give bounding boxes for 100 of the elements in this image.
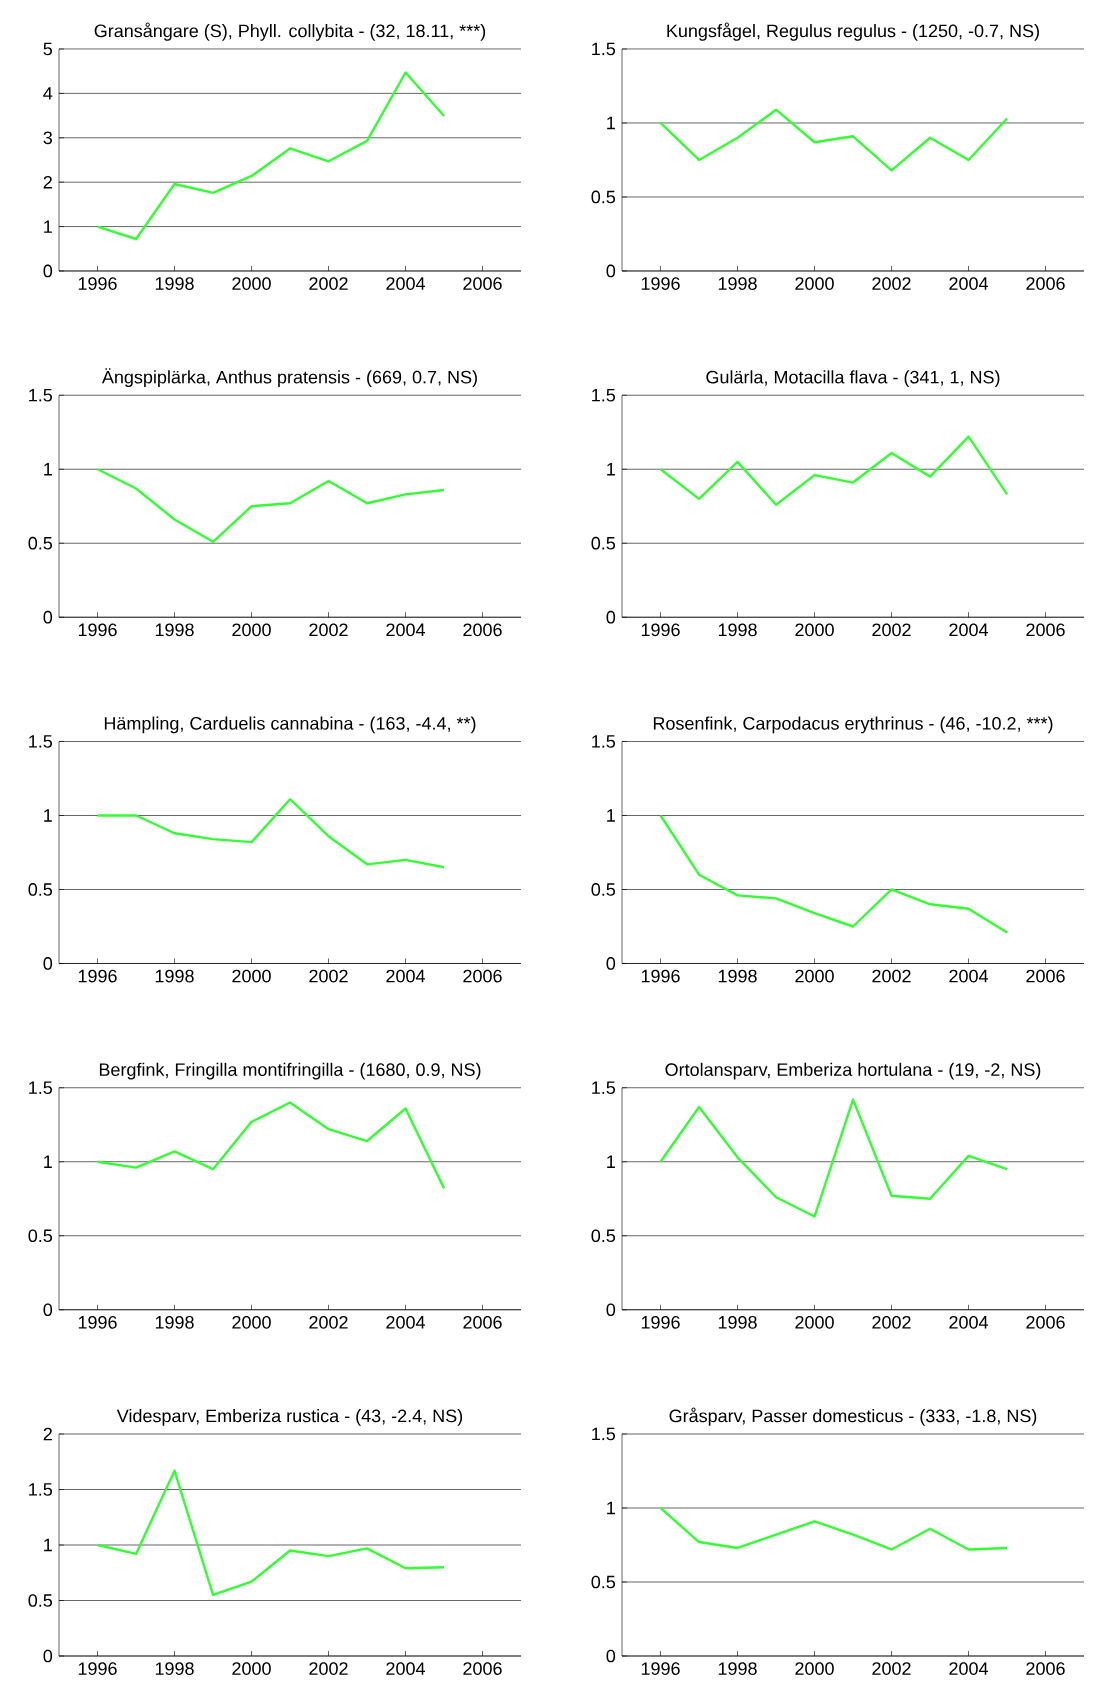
line-series bbox=[659, 435, 1009, 506]
y-tick-label: 1 bbox=[44, 1155, 52, 1168]
chart-title: Gråsparv, Passer domesticus - (333, -1.8, NS) bbox=[669, 1407, 1037, 1426]
x-tick-label: 2006 bbox=[463, 969, 502, 983]
y-tick-label: 1 bbox=[44, 463, 52, 476]
y-tick-label: 0 bbox=[606, 610, 616, 624]
y-tick-label: 1 bbox=[607, 116, 615, 130]
x-tick-label: 2002 bbox=[309, 277, 348, 290]
x-tick-label: 1996 bbox=[641, 969, 680, 983]
line-series bbox=[659, 814, 1009, 934]
x-tick-label: 2004 bbox=[949, 1315, 988, 1329]
x-tick-label: 2000 bbox=[232, 969, 271, 983]
x-tick-label: 2006 bbox=[1026, 277, 1065, 290]
y-tick-label: 2 bbox=[43, 175, 52, 189]
y-tick-label: 5 bbox=[43, 42, 53, 56]
line-series bbox=[96, 71, 446, 241]
x-tick-label: 2002 bbox=[309, 969, 348, 983]
y-tick-label: 1 bbox=[44, 809, 52, 822]
y-tick-label: 0 bbox=[43, 957, 53, 970]
x-tick-label: 2000 bbox=[795, 1662, 834, 1675]
y-tick-label: 0.5 bbox=[28, 883, 53, 896]
x-tick-label: 1996 bbox=[641, 1315, 680, 1329]
chart-title: Kungsfågel, Regulus regulus - (1250, -0.7, NS) bbox=[667, 22, 1039, 41]
x-tick-label: 1996 bbox=[78, 277, 117, 290]
x-tick-label: 2002 bbox=[309, 623, 348, 637]
y-tick-label: 0.5 bbox=[591, 883, 616, 896]
y-tick-label: 1.5 bbox=[592, 735, 616, 748]
line-series bbox=[96, 468, 446, 543]
x-tick-label: 2004 bbox=[386, 969, 425, 983]
chart-title: Gransångare (S), Phyll. collybita - (32, 18.11, ***) bbox=[94, 22, 486, 41]
x-tick-label: 2004 bbox=[949, 277, 988, 290]
chart-title: Ängspiplärka, Anthus pratensis - (669, 0.7, NS) bbox=[101, 368, 477, 388]
y-tick-label: 1 bbox=[607, 809, 615, 822]
x-tick-label: 2002 bbox=[872, 277, 911, 290]
y-tick-label: 0.5 bbox=[28, 536, 53, 550]
x-tick-label: 2006 bbox=[1026, 969, 1065, 983]
line-series bbox=[659, 108, 1009, 172]
x-tick-label: 2000 bbox=[232, 1662, 271, 1675]
line-series bbox=[96, 1101, 446, 1190]
x-tick-label: 1998 bbox=[718, 1662, 757, 1675]
y-tick-label: 0 bbox=[43, 1303, 53, 1317]
y-tick-label: 0 bbox=[43, 1649, 53, 1663]
y-tick-label: 1.5 bbox=[592, 42, 616, 56]
x-tick-label: 1998 bbox=[718, 1315, 757, 1329]
x-tick-label: 2006 bbox=[1026, 623, 1065, 637]
y-tick-label: 2 bbox=[43, 1427, 52, 1441]
y-tick-label: 0 bbox=[606, 957, 616, 970]
y-tick-label: 0.5 bbox=[591, 1575, 616, 1589]
x-tick-label: 1998 bbox=[155, 623, 194, 637]
y-tick-label: 0 bbox=[43, 264, 53, 278]
y-tick-label: 4 bbox=[43, 87, 53, 100]
y-tick-label: 0.5 bbox=[591, 536, 616, 550]
line-series bbox=[96, 1469, 446, 1597]
chart-title: Rosenfink, Carpodacus erythrinus - (46, -10.2, ***) bbox=[653, 716, 1053, 734]
x-tick-label: 1998 bbox=[718, 623, 757, 637]
y-tick-label: 0.5 bbox=[28, 1594, 53, 1607]
x-tick-label: 2000 bbox=[232, 1315, 271, 1329]
y-tick-label: 0 bbox=[43, 610, 53, 624]
y-tick-label: 1 bbox=[44, 1538, 52, 1552]
x-tick-label: 1998 bbox=[155, 277, 194, 290]
y-tick-label: 1.5 bbox=[29, 735, 53, 748]
x-tick-label: 1996 bbox=[78, 623, 117, 637]
y-tick-label: 1 bbox=[607, 1501, 615, 1515]
y-tick-label: 1.5 bbox=[592, 1427, 616, 1441]
y-tick-label: 1.5 bbox=[592, 388, 616, 402]
x-tick-label: 2004 bbox=[386, 277, 425, 290]
y-tick-label: 1 bbox=[607, 1155, 615, 1168]
x-tick-label: 1998 bbox=[718, 277, 757, 290]
y-tick-label: 0 bbox=[606, 1649, 616, 1663]
x-tick-label: 2004 bbox=[949, 969, 988, 983]
chart-title: Bergfink, Fringilla montifringilla - (1680, 0.9, NS) bbox=[99, 1062, 481, 1080]
y-tick-label: 0.5 bbox=[591, 190, 616, 204]
x-tick-label: 2006 bbox=[1026, 1315, 1065, 1329]
x-tick-label: 2002 bbox=[872, 1662, 911, 1675]
x-tick-label: 2000 bbox=[795, 623, 834, 637]
y-tick-label: 1.5 bbox=[592, 1081, 616, 1095]
y-tick-label: 0 bbox=[606, 264, 616, 278]
x-tick-label: 2006 bbox=[463, 277, 502, 290]
chart-title: Videsparv, Emberiza rustica - (43, -2.4, NS) bbox=[116, 1409, 463, 1426]
x-tick-label: 1996 bbox=[641, 277, 680, 290]
x-tick-label: 1998 bbox=[718, 969, 757, 983]
x-tick-label: 2000 bbox=[232, 623, 271, 637]
x-tick-label: 1996 bbox=[78, 969, 117, 983]
x-tick-label: 2002 bbox=[872, 623, 911, 637]
x-tick-label: 2006 bbox=[463, 623, 502, 637]
line-series bbox=[96, 798, 446, 869]
y-tick-label: 3 bbox=[43, 131, 53, 145]
y-tick-label: 0 bbox=[606, 1303, 616, 1317]
y-tick-label: 1.5 bbox=[29, 1483, 53, 1496]
x-tick-label: 2002 bbox=[309, 1315, 348, 1329]
x-tick-label: 2004 bbox=[386, 1315, 425, 1329]
y-tick-label: 1.5 bbox=[29, 388, 53, 402]
x-tick-label: 1996 bbox=[78, 1662, 117, 1675]
x-tick-label: 2002 bbox=[872, 969, 911, 983]
x-tick-label: 1996 bbox=[641, 623, 680, 637]
x-tick-label: 2002 bbox=[872, 1315, 911, 1329]
chart-title: Ortolansparv, Emberiza hortulana - (19, -2, NS) bbox=[665, 1062, 1041, 1080]
x-tick-label: 1996 bbox=[641, 1662, 680, 1675]
y-tick-label: 1 bbox=[44, 220, 52, 233]
x-tick-label: 2006 bbox=[1026, 1662, 1065, 1675]
